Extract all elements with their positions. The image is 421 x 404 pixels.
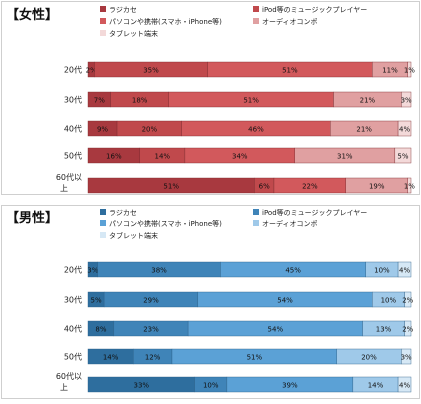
data-label: 4% (399, 267, 410, 275)
data-label: 31% (337, 153, 353, 161)
legend-label: ラジカセ (109, 209, 137, 217)
data-label: 8% (95, 326, 106, 334)
data-label: 22% (302, 183, 318, 191)
data-label: 23% (143, 326, 159, 334)
data-label: 14% (155, 153, 171, 161)
data-label: 6% (259, 183, 270, 191)
data-label: 38% (151, 267, 167, 275)
data-label: 2% (86, 67, 97, 75)
legend-label: オーディオコンポ (262, 219, 318, 228)
bar-segment (407, 177, 412, 194)
bar-segment (397, 261, 412, 278)
category-label: 20代 (64, 265, 82, 275)
data-label: 9% (97, 126, 108, 134)
legend-label: タブレット端末 (109, 231, 158, 240)
legend-swatch (253, 18, 259, 24)
category-label: 50代 (64, 151, 82, 161)
legend-swatch (100, 30, 106, 36)
legend-label: タブレット端末 (109, 29, 158, 38)
data-label: 18% (132, 97, 148, 105)
chart-frame (1, 1, 420, 195)
chart-frame (1, 205, 420, 399)
data-label: 14% (368, 382, 384, 390)
data-label: 10% (203, 382, 219, 390)
data-label: 51% (243, 97, 259, 105)
data-label: 21% (360, 97, 376, 105)
data-label: 51% (163, 183, 179, 191)
bar-segment (401, 348, 412, 365)
category-label: 30代 (64, 295, 82, 305)
data-label: 54% (268, 326, 284, 334)
legend-swatch (100, 220, 106, 226)
data-label: 29% (143, 297, 159, 305)
data-label: 10% (381, 297, 397, 305)
data-label: 3% (401, 354, 412, 362)
category-label: 60代以 (56, 371, 82, 381)
category-label: 60代以 (56, 172, 82, 182)
data-label: 11% (382, 67, 398, 75)
data-label: 34% (232, 153, 248, 161)
data-label: 51% (247, 354, 263, 362)
data-label: 1% (404, 67, 415, 75)
bar-segment (397, 376, 412, 393)
data-label: 20% (361, 354, 377, 362)
bar-segment (404, 320, 412, 337)
data-label: 3% (87, 267, 98, 275)
data-label: 19% (369, 183, 385, 191)
data-label: 21% (356, 126, 372, 134)
bar-segment (407, 61, 412, 78)
data-label: 46% (248, 126, 264, 134)
legend-label: パソコンや携帯(スマホ・iPhone等) (109, 17, 222, 26)
bar-segment (401, 91, 412, 108)
legend-swatch (100, 232, 106, 238)
data-label: 12% (145, 354, 161, 362)
legend-label: パソコンや携帯(スマホ・iPhone等) (109, 219, 222, 228)
legend-label: ラジカセ (109, 6, 137, 14)
bar-segment (404, 291, 412, 308)
data-label: 45% (285, 267, 301, 275)
data-label: 20% (142, 126, 158, 134)
legend-label: オーディオコンポ (262, 17, 318, 26)
category-label: 20代 (64, 65, 82, 75)
category-label: 30代 (64, 95, 82, 105)
bar-segment (397, 120, 412, 137)
data-label: 5% (91, 297, 102, 305)
bar-segment (394, 147, 412, 164)
data-label: 4% (399, 126, 410, 134)
legend-swatch (253, 6, 259, 12)
data-label: 7% (94, 97, 105, 105)
data-label: 3% (401, 97, 412, 105)
legend-swatch (100, 18, 106, 24)
data-label: 54% (277, 297, 293, 305)
data-label: 51% (282, 67, 298, 75)
data-label: 35% (143, 67, 159, 75)
data-label: 16% (106, 153, 122, 161)
legend-label: iPod等のミュージックプレイヤー (262, 5, 367, 14)
data-label: 33% (134, 382, 150, 390)
category-label: 上 (60, 184, 68, 193)
category-label: 50代 (64, 352, 82, 362)
data-label: 13% (376, 326, 392, 334)
chart-title: 【男性】 (6, 210, 58, 226)
data-label: 39% (282, 382, 298, 390)
legend-swatch (253, 220, 259, 226)
category-label: 上 (60, 383, 68, 392)
data-label: 2% (402, 326, 413, 334)
data-label: 10% (374, 267, 390, 275)
legend-swatch (100, 6, 106, 12)
legend-label: iPod等のミュージックプレイヤー (262, 208, 367, 217)
legend-swatch (100, 209, 106, 215)
data-label: 4% (399, 382, 410, 390)
chart-title: 【女性】 (6, 7, 58, 23)
category-label: 40代 (64, 324, 82, 334)
legend-swatch (253, 209, 259, 215)
category-label: 40代 (64, 124, 82, 134)
data-label: 2% (402, 297, 413, 305)
data-label: 1% (404, 183, 415, 191)
data-label: 14% (103, 354, 119, 362)
data-label: 5% (397, 153, 408, 161)
